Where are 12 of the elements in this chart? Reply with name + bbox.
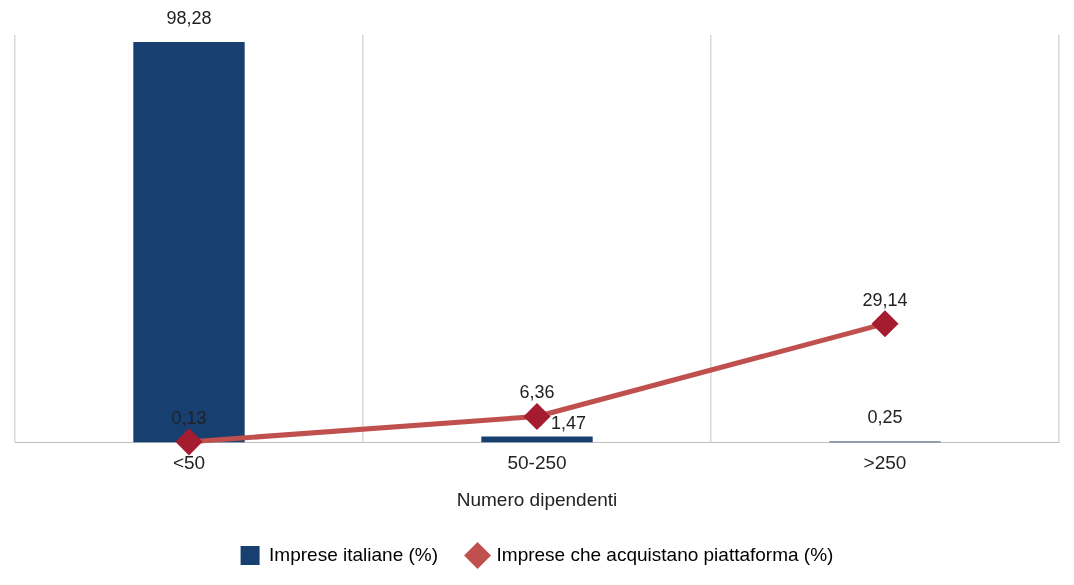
legend-label: Imprese che acquistano piattaforma (%)	[496, 543, 834, 565]
data-label: 0,13	[171, 407, 207, 428]
data-label: 6,36	[519, 382, 555, 403]
legend-label: Imprese italiane (%)	[269, 543, 439, 565]
x-tick-label: <50	[172, 452, 206, 474]
x-axis-title: Numero dipendenti	[456, 488, 618, 510]
data-label: 0,25	[867, 407, 903, 428]
x-tick-label: >250	[863, 452, 907, 474]
data-label: 29,14	[862, 289, 908, 310]
data-label: 98,28	[166, 7, 212, 28]
data-label: 1,47	[551, 413, 587, 434]
x-tick-label: 50-250	[507, 452, 567, 474]
